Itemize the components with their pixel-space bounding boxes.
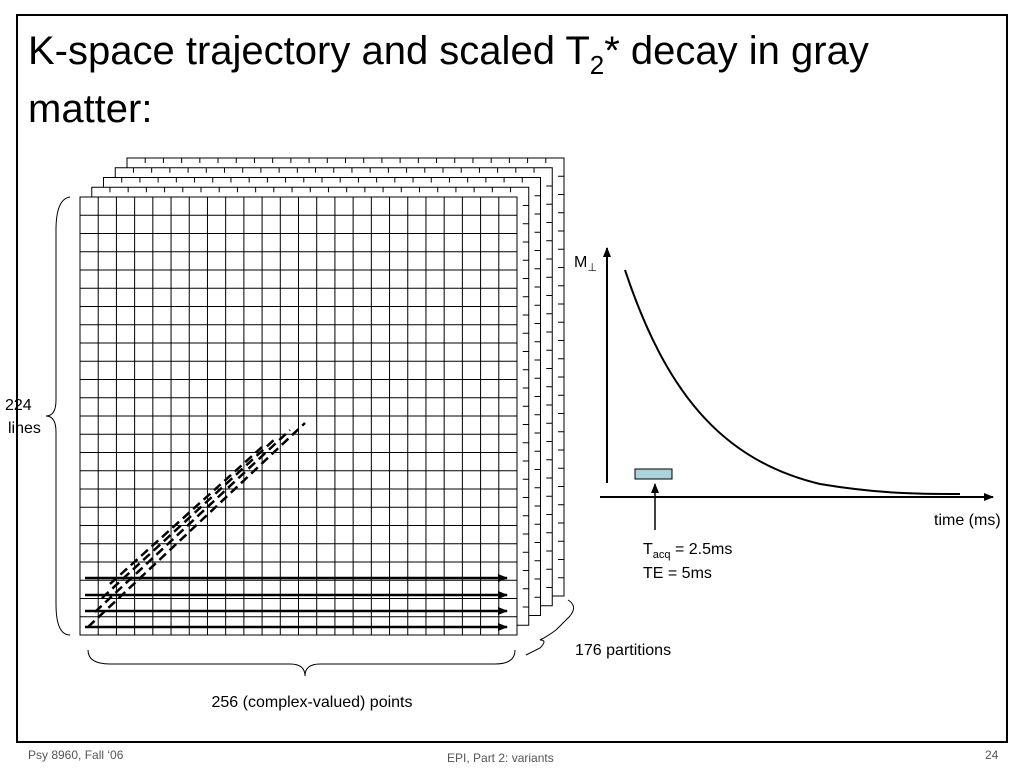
title-subscript: 2	[590, 50, 604, 80]
diagonal-trajectory	[94, 429, 291, 613]
decay-curve	[624, 269, 961, 495]
title: K-space trajectory and scaled T2* decay …	[28, 29, 869, 80]
tacq-sub: acq	[653, 549, 671, 561]
kspace-grid	[79, 157, 565, 636]
acquisition-window	[634, 468, 673, 480]
tacq-value: = 2.5ms	[671, 541, 733, 558]
partitions-label: 176 partitions	[575, 642, 671, 659]
y-label: M⊥	[574, 254, 597, 274]
brace	[45, 196, 71, 636]
diagonal-trajectory	[109, 446, 263, 585]
diagonal-trajectory	[101, 437, 277, 599]
y-label-sub: ⊥	[587, 262, 597, 274]
title-line2: matter:	[28, 87, 152, 131]
title-text: * decay in gray	[604, 29, 869, 73]
te-label: TE = 5ms	[643, 565, 712, 582]
tacq-text: T	[643, 541, 653, 558]
footer-center: EPI, Part 2: variants	[447, 751, 554, 765]
brace	[525, 599, 574, 656]
diagonal-trajectory	[87, 422, 306, 628]
lines-label: lines	[8, 420, 41, 437]
lines-label: 224	[5, 397, 32, 414]
footer-left: Psy 8960, Fall ‘06	[28, 748, 124, 762]
title-text: K-space trajectory and scaled T	[28, 29, 590, 73]
x-label: time (ms)	[934, 512, 1001, 529]
slide-frame	[16, 14, 1008, 743]
footer-right: 24	[985, 748, 999, 762]
tacq-label: Tacq = 2.5ms	[643, 541, 732, 561]
y-label-text: M	[574, 254, 587, 271]
points-label: 256 (complex-valued) points	[212, 694, 413, 711]
brace	[87, 649, 516, 677]
